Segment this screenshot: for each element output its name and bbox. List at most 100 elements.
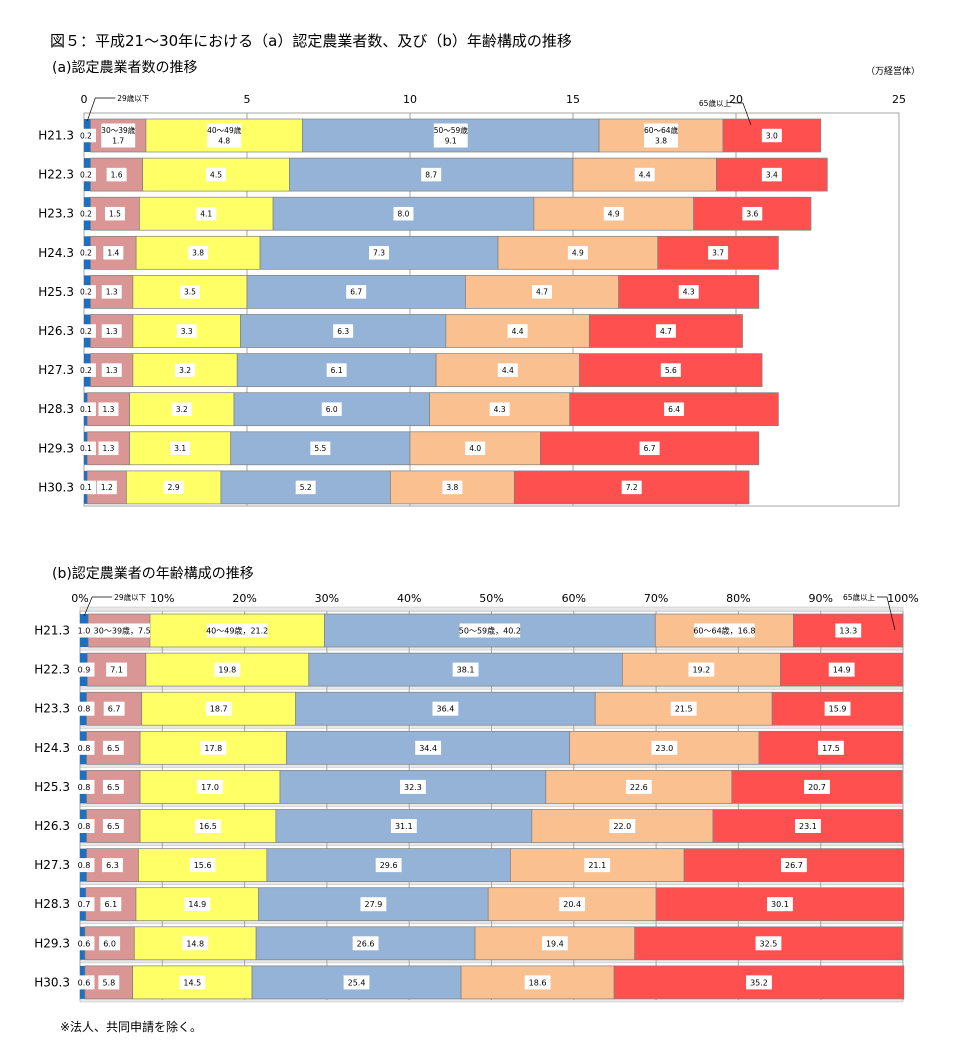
data-label: 6.0: [326, 405, 338, 414]
data-label: 1.5: [109, 209, 121, 218]
data-label-box: [804, 779, 830, 794]
data-label-box: [182, 936, 209, 951]
data-label-box: [818, 740, 844, 755]
data-label-box: [310, 441, 331, 456]
data-label-box: [104, 206, 125, 221]
callout-leader: [83, 596, 113, 617]
data-label: 0.2: [80, 327, 92, 336]
data-label: 14.5: [183, 978, 201, 987]
data-label: 3.4: [766, 170, 778, 179]
data-label-box: [102, 740, 124, 755]
x-tick-label: 20: [729, 93, 743, 106]
data-label-box: [73, 897, 95, 912]
data-label-box: [101, 363, 122, 377]
data-label: 60～64歳，16.8: [693, 626, 755, 636]
data-label: 1.0: [78, 627, 91, 636]
data-label: 21.1: [588, 861, 606, 870]
data-label-box: [326, 363, 347, 377]
data-label-box: [352, 936, 379, 951]
data-label: 5.8: [102, 978, 115, 987]
data-label: 16.5: [199, 822, 217, 831]
category-label: H27.3: [38, 363, 74, 377]
data-label: 18.7: [210, 705, 228, 714]
data-label: 0.6: [78, 939, 91, 948]
x-tick-label: 90%: [808, 592, 832, 605]
data-label-box: [746, 975, 772, 990]
data-label: 4.4: [502, 366, 514, 375]
x-tick-label: 50%: [479, 592, 503, 605]
data-label: 1.3: [102, 405, 114, 414]
data-label: 29.6: [380, 861, 398, 870]
data-label-box: [559, 897, 586, 912]
data-label: 4.3: [683, 288, 695, 297]
data-label-box: [98, 441, 119, 456]
x-tick-label: 80%: [726, 592, 750, 605]
data-label: 0.9: [78, 666, 91, 675]
data-label-box: [98, 975, 120, 990]
data-label-box: [171, 402, 192, 416]
data-label: 5.6: [665, 366, 677, 375]
data-label: 9.1: [445, 137, 457, 146]
data-label: 1.7: [112, 137, 124, 146]
data-label-box: [200, 740, 227, 755]
data-label-box: [102, 779, 124, 794]
data-label: 6.1: [331, 366, 343, 375]
category-label: H29.3: [38, 441, 74, 455]
data-label-box: [76, 480, 96, 495]
data-label-box: [664, 402, 685, 416]
data-label: 50～59歳，40.2: [459, 626, 521, 636]
data-label-box: [73, 740, 95, 755]
data-label-box: [197, 779, 223, 794]
data-label: 0.8: [78, 783, 91, 792]
data-label-box: [694, 623, 755, 638]
data-label: 14.9: [188, 900, 206, 909]
data-label-box: [73, 975, 95, 990]
x-tick-label: 70%: [644, 592, 668, 605]
data-label-box: [742, 206, 763, 221]
data-label-box: [195, 819, 221, 833]
category-label: H25.3: [38, 285, 74, 299]
category-label: H21.3: [38, 129, 74, 143]
data-label-box: [655, 324, 676, 338]
data-label: 5.2: [300, 483, 312, 492]
data-label: 0.2: [80, 170, 92, 179]
data-label-box: [421, 167, 442, 182]
data-label-box: [452, 662, 479, 677]
data-label: 1.3: [102, 444, 114, 453]
data-label-box: [375, 858, 402, 873]
data-label-box: [73, 623, 95, 638]
data-label: 6.5: [107, 822, 120, 831]
data-label: 4.4: [639, 170, 651, 179]
data-label-box: [101, 123, 136, 148]
figure-title: 図５：平成21～30年における（a）認定農業者数、及び（b）年齢構成の推移: [50, 32, 572, 50]
data-label: 1.3: [106, 327, 118, 336]
data-label-box: [207, 123, 242, 148]
data-label-box: [73, 819, 95, 833]
data-label: 25.4: [348, 978, 366, 987]
data-label-box: [603, 206, 624, 221]
data-label: 7.3: [373, 249, 385, 258]
data-label-box: [660, 363, 681, 377]
data-label: 0.6: [78, 978, 91, 987]
chart-a: 0 5 10 15 20 25 H21.3 0.2 30～39歳 1.7 40～49歳 4.8 50～5…: [38, 93, 906, 507]
data-label: 50～59歳: [434, 125, 469, 135]
x-tick-label: 10: [403, 93, 417, 106]
data-label-box: [188, 246, 209, 260]
data-label-box: [755, 936, 782, 951]
data-label: 15.6: [194, 861, 212, 870]
data-label: 4.4: [512, 327, 524, 336]
data-label: 20.4: [563, 900, 581, 909]
data-label-box: [163, 480, 184, 495]
data-label: 32.3: [404, 783, 422, 792]
data-label-box: [196, 206, 217, 221]
category-label: H24.3: [34, 741, 70, 755]
data-label: 0.2: [80, 249, 92, 258]
data-label-box: [333, 324, 354, 338]
category-label: H25.3: [34, 780, 70, 794]
data-label-box: [507, 324, 528, 338]
data-label: 14.8: [186, 939, 204, 948]
data-label-box: [100, 897, 122, 912]
data-label: 1.3: [106, 366, 118, 375]
data-label: 0.1: [80, 444, 92, 453]
x-tick-label: 0%: [71, 592, 88, 605]
